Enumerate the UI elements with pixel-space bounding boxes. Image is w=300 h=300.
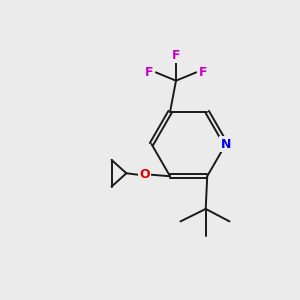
Text: F: F	[199, 66, 207, 79]
Text: N: N	[220, 138, 231, 151]
Text: O: O	[140, 168, 150, 181]
Text: F: F	[172, 49, 180, 62]
Text: F: F	[145, 66, 154, 79]
